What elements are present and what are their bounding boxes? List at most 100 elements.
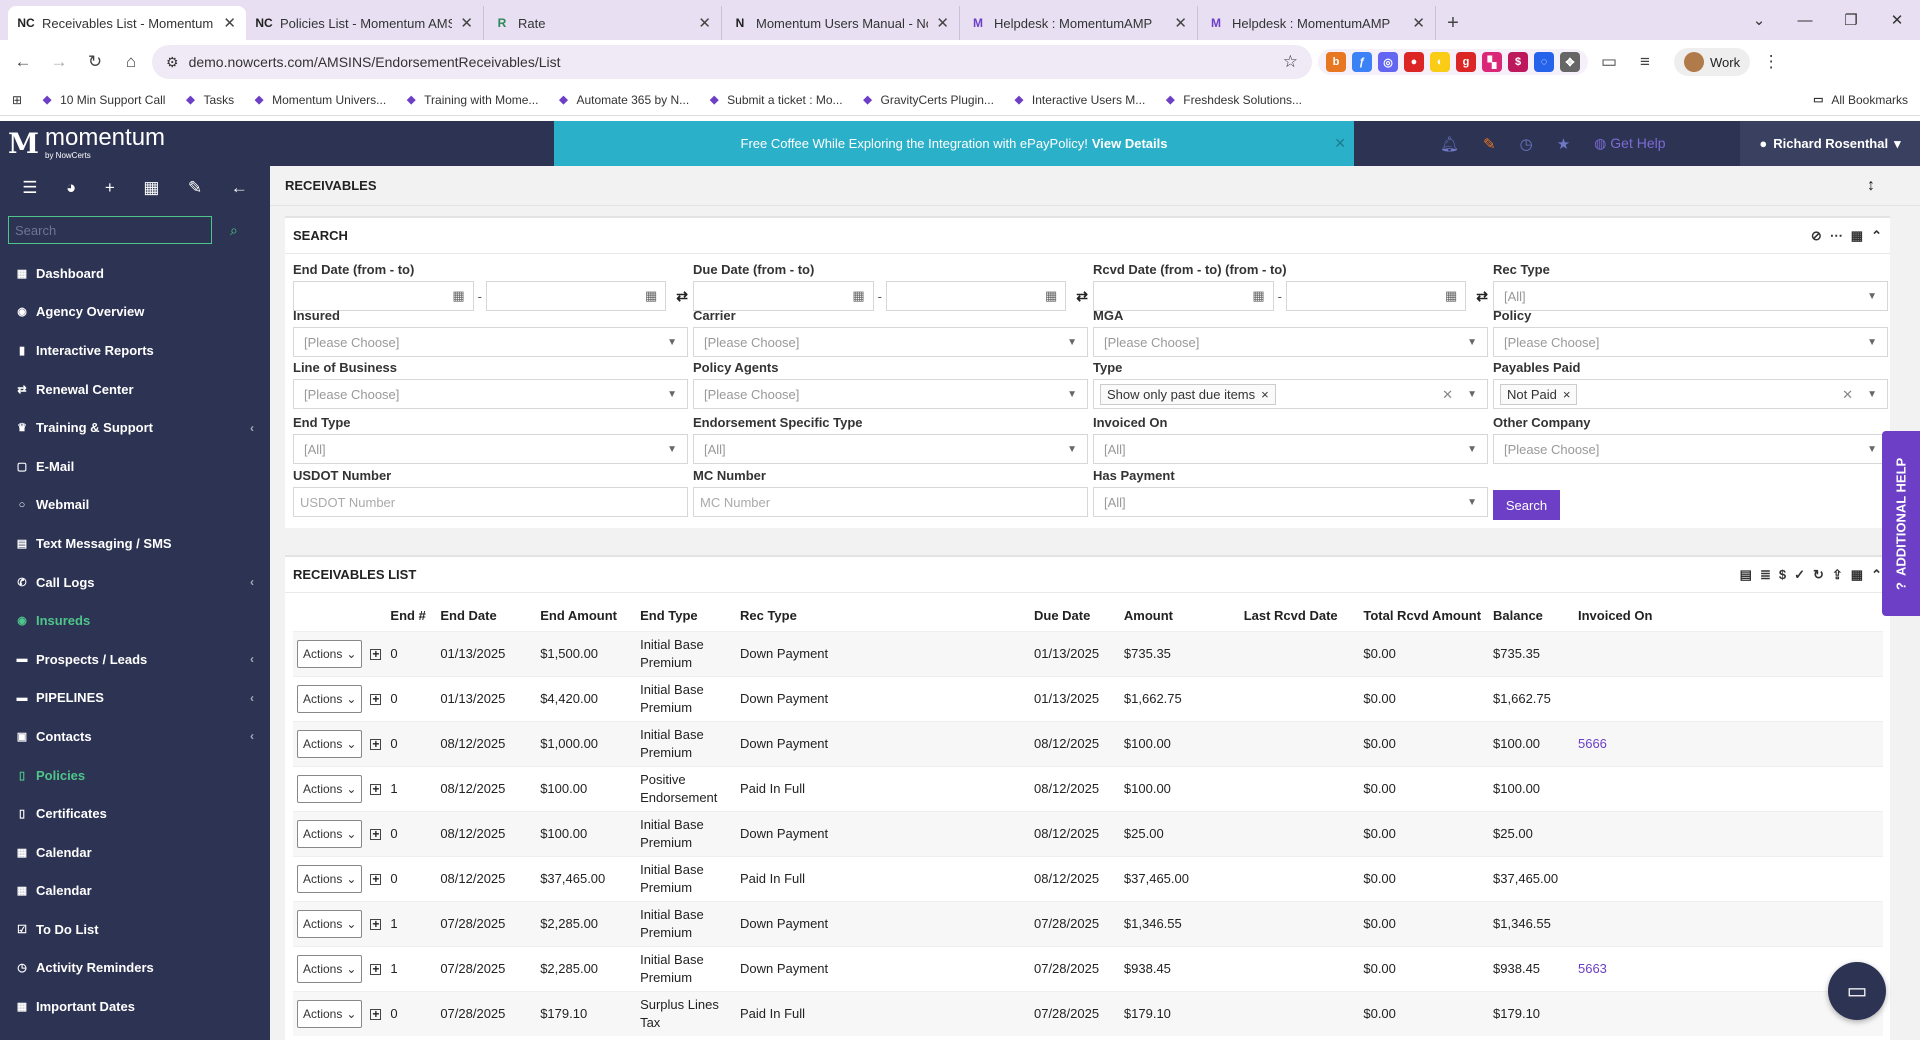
bookmark-item[interactable]: ◆ 10 Min Support Call	[40, 93, 166, 107]
end-type-select[interactable]: [All] ▼	[293, 434, 688, 464]
history-icon[interactable]: ◷	[1519, 135, 1533, 153]
close-tab-icon[interactable]: ✕	[460, 15, 473, 32]
expand-row-icon[interactable]: +	[370, 1006, 382, 1021]
calendar-icon[interactable]: ▦	[452, 288, 465, 303]
bookmark-item[interactable]: ◆ Freshdesk Solutions...	[1163, 93, 1302, 107]
column-header[interactable]: Balance	[1493, 608, 1543, 624]
bookmark-item[interactable]: ◆ Automate 365 by N...	[556, 93, 689, 107]
sidebar-item-calendar[interactable]: ▦ Calendar	[0, 833, 270, 872]
actions-dropdown[interactable]: Actions ⌄	[297, 819, 363, 848]
reload-icon[interactable]: ↻	[87, 52, 103, 71]
layout-icon[interactable]: ▦	[1850, 566, 1864, 582]
sidebar-search-input[interactable]	[8, 216, 212, 244]
grid-icon[interactable]: ▦	[143, 178, 160, 197]
additional-help-tab[interactable]: ? ADDITIONAL HELP	[1882, 431, 1920, 616]
actions-dropdown[interactable]: Actions ⌄	[297, 954, 363, 983]
menu-icon[interactable]: ⋮	[1762, 52, 1780, 71]
mga-select[interactable]: [Please Choose] ▼	[1093, 327, 1488, 357]
extension-icon[interactable]: ●	[1404, 52, 1424, 72]
home-icon[interactable]: ⌂	[125, 52, 137, 71]
collapse-icon[interactable]: ⌃	[1871, 566, 1882, 582]
actions-dropdown[interactable]: Actions ⌄	[297, 639, 363, 668]
sidebar-item-agency-overview[interactable]: ◉ Agency Overview	[0, 293, 270, 332]
actions-dropdown[interactable]: Actions ⌄	[297, 999, 363, 1028]
bookmark-item[interactable]: ◆ Tasks	[183, 93, 234, 107]
sidebar-item-calendar[interactable]: ▦ Calendar	[0, 872, 270, 911]
bookmark-item[interactable]: ◆ Interactive Users M...	[1012, 93, 1146, 107]
extension-icon[interactable]: $	[1508, 52, 1528, 72]
close-tab-icon[interactable]: ✕	[1174, 15, 1187, 32]
hamburger-icon[interactable]: ☰	[22, 178, 38, 197]
policy-select[interactable]: [Please Choose] ▼	[1493, 327, 1888, 357]
column-header[interactable]: End Type	[640, 608, 698, 624]
close-tab-icon[interactable]: ✕	[223, 15, 236, 32]
sidebar-item-e-mail[interactable]: ▢ E-Mail	[0, 447, 270, 486]
actions-dropdown[interactable]: Actions ⌄	[297, 909, 363, 938]
swap-icon[interactable]: ⇄	[1476, 287, 1488, 304]
layout-icon[interactable]: ▦	[1850, 227, 1864, 243]
calculator-icon[interactable]: ▤	[1739, 566, 1752, 582]
column-header[interactable]: Total Rcvd Amount	[1363, 608, 1482, 624]
extension-icon[interactable]: b	[1326, 52, 1346, 72]
side-panel-icon[interactable]: ▭	[1600, 52, 1618, 71]
rcvd-date-from[interactable]: ▦	[1093, 281, 1274, 311]
clear-icon[interactable]: ✕	[1442, 387, 1453, 402]
other-company-select[interactable]: [Please Choose] ▼	[1493, 434, 1888, 464]
due-date-from[interactable]: ▦	[693, 281, 874, 311]
has-payment-select[interactable]: [All] ▼	[1093, 487, 1488, 517]
all-bookmarks-button[interactable]: ▭ All Bookmarks	[1811, 93, 1908, 107]
profile-button[interactable]: Work	[1674, 48, 1751, 76]
sidebar-item-renewal-center[interactable]: ⇄ Renewal Center	[0, 370, 270, 409]
actions-dropdown[interactable]: Actions ⌄	[297, 864, 363, 893]
expand-row-icon[interactable]: +	[370, 871, 382, 886]
magic-wand-icon[interactable]: ✎	[187, 178, 203, 197]
expand-icon[interactable]: ↕	[1867, 176, 1875, 194]
bookmark-star-icon[interactable]: ☆	[1282, 52, 1298, 71]
more-icon[interactable]: ⋯	[1829, 227, 1843, 243]
browser-tab[interactable]: M Helpdesk : MomentumAMP ✕	[960, 6, 1198, 40]
sidebar-item-pipelines[interactable]: ▬ PIPELINES ‹	[0, 679, 270, 718]
export-icon[interactable]: ⇪	[1831, 566, 1843, 582]
column-header[interactable]: Due Date	[1033, 608, 1091, 624]
sidebar-item-interactive-reports[interactable]: ▮ Interactive Reports	[0, 331, 270, 370]
star-icon[interactable]: ★	[1556, 135, 1571, 153]
sidebar-item-certificates[interactable]: ▯ Certificates	[0, 794, 270, 833]
extension-icon[interactable]: ◐	[1430, 52, 1450, 72]
expand-row-icon[interactable]: +	[370, 916, 382, 931]
calendar-icon[interactable]: ▦	[1444, 288, 1458, 303]
close-tab-icon[interactable]: ✕	[1412, 15, 1425, 32]
sidebar-item-important-dates[interactable]: ▦ Important Dates	[0, 987, 270, 1026]
promo-link[interactable]: View Details	[1091, 136, 1168, 151]
actions-dropdown[interactable]: Actions ⌄	[297, 774, 363, 803]
cell-invoiced[interactable]: 5666	[1577, 735, 1607, 751]
bookmark-item[interactable]: ◆ Training with Mome...	[404, 93, 539, 107]
sidebar-item-activity-reminders[interactable]: ◷ Activity Reminders	[0, 949, 270, 988]
expand-row-icon[interactable]: +	[370, 781, 382, 796]
dollar-icon[interactable]: $	[1778, 566, 1787, 582]
clear-icon[interactable]: ✕	[1842, 387, 1853, 402]
close-icon[interactable]: ✕	[1334, 135, 1346, 151]
column-header[interactable]: End Date	[440, 608, 497, 624]
browser-tab[interactable]: N Momentum Users Manual - Notion ✕	[722, 6, 960, 40]
actions-dropdown[interactable]: Actions ⌄	[297, 729, 363, 758]
sidebar-item-call-logs[interactable]: ✆ Call Logs ‹	[0, 563, 270, 602]
back-icon[interactable]: ←	[14, 52, 32, 71]
sidebar-item-dashboard[interactable]: ▦ Dashboard	[0, 254, 270, 293]
sidebar-item-policies[interactable]: ▯ Policies	[0, 756, 270, 795]
expand-row-icon[interactable]: +	[370, 826, 382, 841]
expand-row-icon[interactable]: +	[370, 736, 382, 751]
calendar-icon[interactable]: ▦	[1044, 288, 1058, 303]
new-tab-button[interactable]: +	[1447, 11, 1459, 34]
refresh-icon[interactable]: ↻	[1812, 566, 1824, 582]
sidebar-item-webmail[interactable]: ○ Webmail	[0, 486, 270, 525]
column-header[interactable]: Amount	[1123, 608, 1174, 624]
forward-icon[interactable]: →	[50, 52, 68, 71]
column-header[interactable]: Invoiced On	[1577, 608, 1653, 624]
user-menu[interactable]: ● Richard Rosenthal ▾	[1740, 121, 1920, 166]
cell-invoiced[interactable]: 5663	[1577, 960, 1607, 976]
expand-row-icon[interactable]: +	[370, 691, 382, 706]
extension-icon[interactable]: ƒ	[1352, 52, 1372, 72]
tab-search-icon[interactable]: ⌄	[1752, 12, 1766, 29]
search-icon[interactable]: ⌕	[230, 221, 238, 238]
extension-icon[interactable]: ◌	[1534, 52, 1554, 72]
